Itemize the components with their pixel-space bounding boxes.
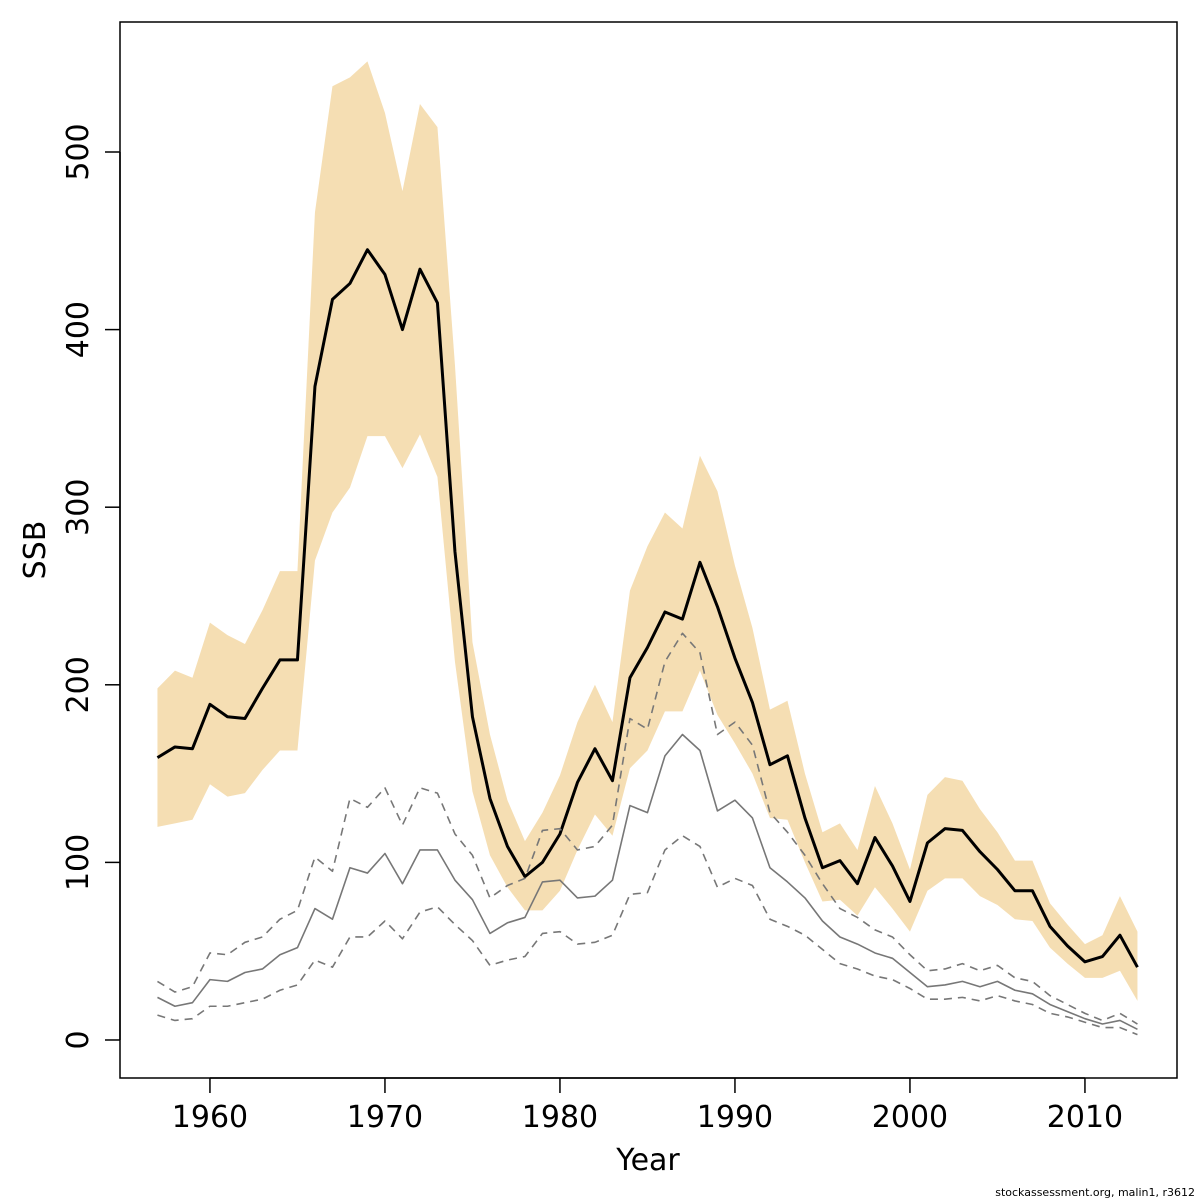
dashed-line bbox=[157, 632, 1138, 1025]
x-axis-label: Year bbox=[615, 1143, 680, 1178]
dashed-line bbox=[157, 834, 1138, 1036]
line bbox=[156, 248, 1139, 968]
confidence-band bbox=[157, 61, 1138, 1001]
y-tick-label: 0 bbox=[61, 1030, 96, 1049]
y-tick-label: 200 bbox=[61, 656, 96, 713]
x-tick-label: 1980 bbox=[522, 1100, 598, 1135]
x-tick-label: 1960 bbox=[172, 1100, 248, 1135]
line bbox=[157, 733, 1138, 1031]
y-axis-label: SSB bbox=[18, 521, 53, 580]
footer-note: stockassessment.org, malin1, r3612 bbox=[995, 1186, 1195, 1199]
y-tick-label: 400 bbox=[61, 301, 96, 358]
x-tick-label: 2000 bbox=[872, 1100, 948, 1135]
x-tick-label: 1990 bbox=[697, 1100, 773, 1135]
y-tick-label: 100 bbox=[61, 834, 96, 891]
x-tick-label: 2010 bbox=[1047, 1100, 1123, 1135]
y-tick-label: 300 bbox=[61, 479, 96, 536]
x-tick-label: 1970 bbox=[347, 1100, 423, 1135]
y-tick-label: 500 bbox=[61, 123, 96, 180]
